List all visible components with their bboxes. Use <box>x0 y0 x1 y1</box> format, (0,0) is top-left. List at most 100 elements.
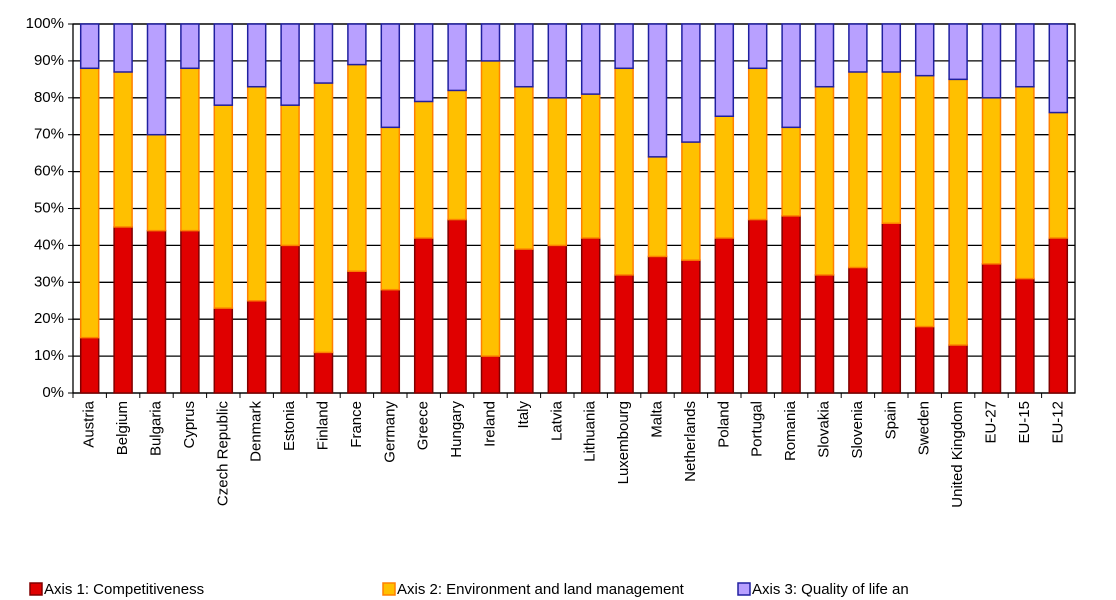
bar-segment <box>647 23 668 158</box>
bar-segment <box>1015 23 1035 88</box>
bar-segment <box>914 325 935 394</box>
x-tick-label: Czech Republic <box>214 401 231 507</box>
y-tick-label: 60% <box>34 163 64 180</box>
bar-segment <box>246 23 267 88</box>
bar-segment <box>413 100 434 239</box>
y-tick-label: 30% <box>34 273 64 290</box>
x-tick-label: Spain <box>882 401 899 439</box>
bar-segment <box>747 218 768 394</box>
bar-segment <box>547 244 568 394</box>
x-tick-label: Malta <box>648 400 665 437</box>
y-tick-label: 20% <box>34 310 64 327</box>
bar-segment <box>146 23 167 136</box>
bar-segment <box>747 67 768 221</box>
y-tick-label: 90% <box>34 52 64 69</box>
bar-segment <box>447 89 467 221</box>
y-tick-label: 80% <box>34 89 64 106</box>
bar-segment <box>1048 237 1069 394</box>
bar-segment <box>914 74 935 328</box>
x-tick-label: Slovenia <box>849 400 866 458</box>
bar-segment <box>614 67 634 276</box>
legend-swatch <box>382 582 396 596</box>
bar-segment <box>380 288 401 394</box>
bar-segment <box>580 237 601 394</box>
bar-segment <box>514 85 534 250</box>
x-tick-label: Denmark <box>248 401 265 462</box>
bar-segment <box>881 222 902 394</box>
bar-segment <box>213 104 234 309</box>
bar-segment <box>814 85 835 276</box>
bar-segment <box>313 23 334 84</box>
bar-segment <box>480 23 501 62</box>
bar-segment <box>514 248 534 394</box>
x-tick-label: Belgium <box>114 401 131 455</box>
bar-segment <box>180 67 200 232</box>
bar-segment <box>447 218 467 394</box>
bar-segment <box>614 23 634 70</box>
x-tick-label: Luxembourg <box>615 401 632 484</box>
bar-segment <box>347 63 367 272</box>
bar-segment <box>781 23 801 129</box>
bar-segment <box>681 259 701 394</box>
bar-segment <box>681 141 701 261</box>
bar-segment <box>981 263 1002 394</box>
legend-label: Axis 1: Competitiveness <box>44 581 204 598</box>
bar-segment <box>848 23 868 73</box>
bar-segment <box>948 78 968 346</box>
bar-segment <box>113 23 133 73</box>
x-tick-label: Portugal <box>749 401 766 457</box>
bar-segment <box>447 23 467 92</box>
bar-segment <box>79 336 100 394</box>
bar-segment <box>881 23 902 73</box>
x-tick-label: Estonia <box>281 400 298 451</box>
y-tick-label: 40% <box>34 236 64 253</box>
bar-segment <box>313 82 334 354</box>
x-tick-label: Finland <box>314 401 331 450</box>
bar-segment <box>113 71 133 228</box>
x-tick-label: Germany <box>381 401 398 463</box>
bar-segment <box>814 23 835 88</box>
x-tick-label: Romania <box>782 400 799 461</box>
x-tick-label: Italy <box>515 401 532 429</box>
bar-segment <box>848 266 868 394</box>
x-tick-label: France <box>348 401 365 448</box>
bar-segment <box>914 23 935 77</box>
legend-label: Axis 3: Quality of life an <box>752 581 909 598</box>
bar-segment <box>213 23 234 106</box>
bar-segment <box>280 23 300 106</box>
bar-segment <box>246 85 267 302</box>
bar-segment <box>647 255 668 394</box>
bar-segment <box>480 60 501 357</box>
bar-segment <box>1048 23 1069 114</box>
bar-segment <box>514 23 534 88</box>
bar-segment <box>1048 111 1069 239</box>
bar-segment <box>380 23 401 129</box>
bar-segment <box>347 23 367 66</box>
x-tick-label: Austria <box>81 400 98 447</box>
x-tick-label: Cyprus <box>181 401 198 449</box>
x-tick-label: Ireland <box>481 401 498 447</box>
x-tick-label: EU-12 <box>1049 401 1066 444</box>
y-tick-label: 70% <box>34 126 64 143</box>
bar-segment <box>948 344 968 394</box>
bar-segment <box>747 23 768 70</box>
x-tick-label: Netherlands <box>682 401 699 482</box>
bar-segment <box>647 156 668 258</box>
y-tick-label: 50% <box>34 199 64 216</box>
bar-segment <box>1015 85 1035 280</box>
y-tick-label: 0% <box>42 384 64 401</box>
legend-swatch <box>737 582 751 596</box>
legend-swatch <box>29 582 43 596</box>
x-tick-label: EU-27 <box>982 401 999 444</box>
bar-segment <box>480 355 501 394</box>
bar-segment <box>714 115 735 239</box>
x-tick-label: Hungary <box>448 401 465 458</box>
bar-segment <box>781 215 801 394</box>
bar-segment <box>413 237 434 394</box>
legend-label: Axis 2: Environment and land management <box>397 581 685 598</box>
bar-segment <box>246 300 267 394</box>
x-tick-label: Bulgaria <box>147 400 164 456</box>
bar-segment <box>79 23 100 70</box>
bar-segment <box>547 23 568 99</box>
